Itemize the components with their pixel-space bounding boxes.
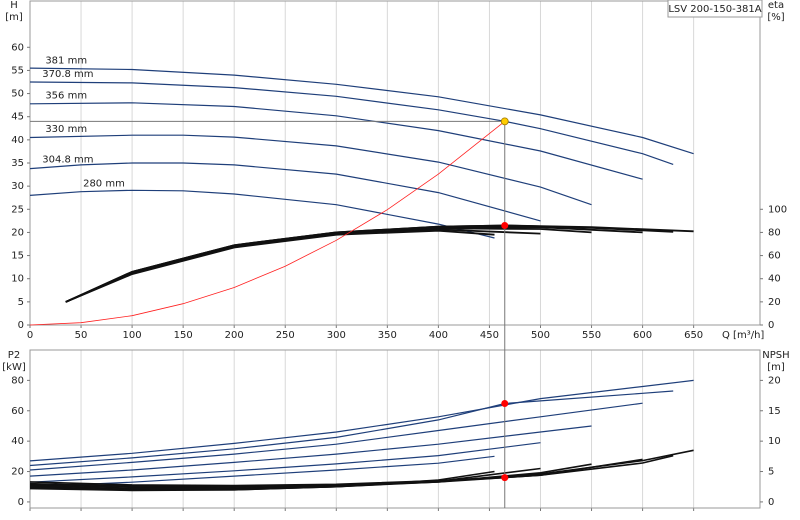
- curve-label: 370.8 mm: [42, 69, 93, 80]
- y-tick-label: 55: [11, 65, 24, 76]
- y-tick-label: 15: [11, 251, 24, 262]
- plot-frame: [29, 349, 761, 509]
- curve: [29, 102, 643, 180]
- x-tick-label: 200: [225, 330, 244, 341]
- y-axis-label: H: [10, 0, 18, 11]
- curve-label: 330 mm: [45, 124, 87, 135]
- y-tick-label: 60: [11, 406, 24, 417]
- curve: [29, 455, 495, 488]
- curve: [29, 162, 541, 222]
- curve: [65, 227, 592, 303]
- y2-tick-label: 0: [768, 497, 774, 508]
- operating-point: [500, 117, 509, 126]
- x-axis-label: Q [m³/h]: [722, 330, 764, 341]
- y2-tick-label: 5: [768, 467, 774, 478]
- curve: [29, 442, 541, 483]
- y2-tick-label: 80: [768, 227, 781, 238]
- plot-layer: [27, 0, 763, 511]
- y-tick-label: 30: [11, 181, 24, 192]
- curve: [29, 425, 592, 477]
- y2-tick-label: 20: [768, 297, 781, 308]
- y-tick-label: 0: [18, 497, 24, 508]
- operating-point: [501, 474, 509, 482]
- y-axis-unit: [m]: [5, 12, 23, 23]
- y2-tick-label: 0: [768, 320, 774, 331]
- y-tick-label: 20: [11, 227, 24, 238]
- y2-tick-label: 40: [768, 274, 781, 285]
- y2-axis-unit: [%]: [767, 12, 784, 23]
- curve-label: 280 mm: [83, 179, 125, 190]
- x-tick-label: 400: [429, 330, 448, 341]
- y-tick-label: 45: [11, 112, 24, 123]
- x-tick-label: 650: [684, 330, 703, 341]
- curve: [29, 120, 506, 326]
- operating-point: [501, 221, 509, 229]
- operating-point: [501, 399, 509, 407]
- y-tick-label: 35: [11, 158, 24, 169]
- curve: [29, 134, 592, 206]
- curve-label: 304.8 mm: [42, 155, 93, 166]
- x-tick-label: 0: [27, 330, 33, 341]
- x-tick-label: 150: [174, 330, 193, 341]
- pump-label: LSV 200-150-381A: [668, 4, 761, 15]
- curve-label: 356 mm: [45, 91, 87, 102]
- x-tick-label: 250: [276, 330, 295, 341]
- curve: [29, 379, 694, 462]
- x-tick-label: 100: [123, 330, 142, 341]
- y-tick-label: 50: [11, 89, 24, 100]
- y-tick-label: 0: [18, 320, 24, 331]
- y2-tick-label: 15: [768, 406, 781, 417]
- y-tick-label: 60: [11, 42, 24, 53]
- curve: [65, 226, 643, 303]
- y2-tick-label: 60: [768, 251, 781, 262]
- y-tick-label: 20: [11, 467, 24, 478]
- y-tick-label: 10: [11, 274, 24, 285]
- x-tick-label: 600: [633, 330, 652, 341]
- x-tick-label: 350: [378, 330, 397, 341]
- y-axis-unit: [kW]: [2, 362, 26, 373]
- y-tick-label: 5: [18, 297, 24, 308]
- y2-tick-label: 10: [768, 436, 781, 447]
- y2-axis-label: NPSH: [762, 350, 789, 361]
- curve: [29, 67, 694, 155]
- y-tick-label: 40: [11, 135, 24, 146]
- y-tick-label: 80: [11, 375, 24, 386]
- y-axis-label: P2: [8, 350, 20, 361]
- y2-tick-label: 20: [768, 375, 781, 386]
- x-tick-label: 300: [327, 330, 346, 341]
- y2-axis-unit: [m]: [767, 362, 785, 373]
- curve: [29, 390, 674, 467]
- curve: [29, 81, 674, 165]
- curve: [29, 189, 495, 239]
- x-tick-label: 50: [75, 330, 88, 341]
- y2-axis-label: eta: [768, 0, 784, 11]
- curve: [65, 224, 674, 303]
- y-tick-label: 40: [11, 436, 24, 447]
- x-tick-label: 450: [480, 330, 499, 341]
- curve-label: 381 mm: [45, 55, 87, 66]
- x-tick-label: 500: [531, 330, 550, 341]
- y2-tick-label: 100: [768, 204, 787, 215]
- x-tick-label: 550: [582, 330, 601, 341]
- curve: [29, 470, 495, 492]
- y-tick-label: 25: [11, 204, 24, 215]
- curve: [65, 229, 495, 303]
- curve: [65, 228, 541, 303]
- curve: [29, 402, 643, 471]
- legend-box: [667, 0, 763, 18]
